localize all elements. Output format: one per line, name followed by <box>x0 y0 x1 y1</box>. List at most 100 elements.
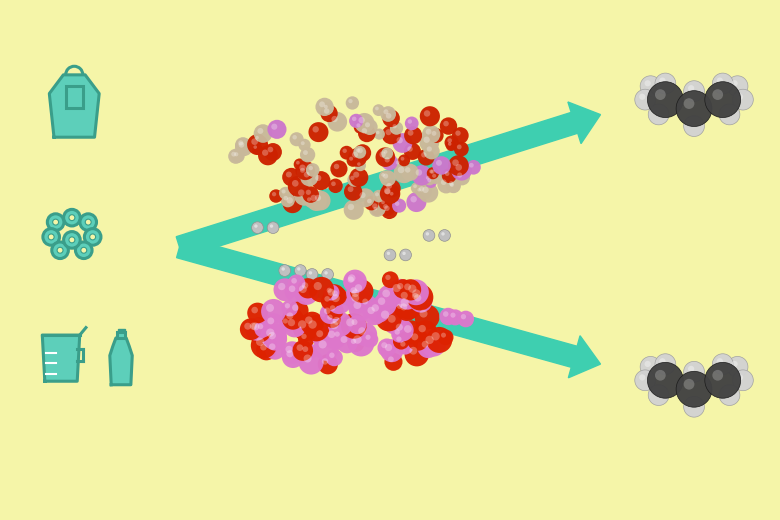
Circle shape <box>425 336 434 344</box>
Circle shape <box>328 331 335 338</box>
Circle shape <box>408 284 417 293</box>
Circle shape <box>688 85 694 92</box>
Circle shape <box>466 160 480 175</box>
Circle shape <box>420 133 439 152</box>
Circle shape <box>331 160 348 177</box>
Circle shape <box>346 289 371 314</box>
Circle shape <box>265 339 285 360</box>
Circle shape <box>262 149 268 156</box>
Circle shape <box>316 330 323 337</box>
Bar <box>117 332 125 338</box>
Circle shape <box>349 296 373 321</box>
Circle shape <box>420 309 427 318</box>
Circle shape <box>416 169 422 176</box>
Circle shape <box>282 168 300 186</box>
Circle shape <box>375 192 379 197</box>
Circle shape <box>315 194 321 201</box>
Circle shape <box>373 104 385 116</box>
Circle shape <box>640 76 661 97</box>
Circle shape <box>356 188 374 207</box>
Circle shape <box>353 146 366 159</box>
Circle shape <box>676 90 712 126</box>
Circle shape <box>411 333 418 340</box>
Circle shape <box>404 126 422 145</box>
Circle shape <box>653 108 659 114</box>
Circle shape <box>347 173 361 187</box>
Circle shape <box>379 151 386 158</box>
Circle shape <box>366 335 370 340</box>
Circle shape <box>425 176 437 188</box>
Circle shape <box>269 343 275 350</box>
Circle shape <box>298 189 304 196</box>
Circle shape <box>268 317 275 324</box>
Circle shape <box>308 122 328 142</box>
Circle shape <box>404 283 411 290</box>
Circle shape <box>352 319 357 325</box>
Circle shape <box>396 336 402 342</box>
Circle shape <box>362 298 368 304</box>
Circle shape <box>292 315 319 341</box>
Circle shape <box>380 201 395 216</box>
Circle shape <box>282 267 285 271</box>
Circle shape <box>644 361 651 367</box>
Circle shape <box>299 349 324 374</box>
Circle shape <box>393 279 413 298</box>
Circle shape <box>314 335 339 361</box>
Circle shape <box>456 164 462 171</box>
Circle shape <box>254 124 272 143</box>
Circle shape <box>317 354 338 374</box>
Circle shape <box>247 303 268 323</box>
Circle shape <box>410 347 417 355</box>
Circle shape <box>64 231 80 248</box>
Circle shape <box>443 121 448 126</box>
Circle shape <box>332 328 348 345</box>
Circle shape <box>406 192 427 212</box>
Circle shape <box>306 190 311 195</box>
Circle shape <box>268 120 286 139</box>
Circle shape <box>712 73 733 94</box>
Circle shape <box>400 342 406 347</box>
Circle shape <box>299 285 307 293</box>
Circle shape <box>353 335 362 344</box>
Circle shape <box>340 146 353 160</box>
Circle shape <box>292 135 297 139</box>
Circle shape <box>90 234 96 240</box>
Circle shape <box>348 148 367 167</box>
Circle shape <box>296 344 303 351</box>
Circle shape <box>318 340 327 348</box>
Circle shape <box>382 290 390 297</box>
Circle shape <box>311 191 331 211</box>
Circle shape <box>320 303 340 324</box>
Circle shape <box>414 320 437 343</box>
Circle shape <box>449 181 454 186</box>
Circle shape <box>388 356 394 362</box>
Circle shape <box>292 340 313 361</box>
Circle shape <box>297 267 300 271</box>
Circle shape <box>719 104 740 125</box>
Circle shape <box>343 269 367 293</box>
Circle shape <box>266 329 275 337</box>
Circle shape <box>381 202 398 219</box>
Circle shape <box>344 183 362 201</box>
Circle shape <box>272 192 276 197</box>
Circle shape <box>283 314 307 337</box>
Circle shape <box>315 175 321 181</box>
Circle shape <box>452 160 472 180</box>
Circle shape <box>279 315 296 332</box>
Circle shape <box>328 315 332 320</box>
Circle shape <box>421 152 427 158</box>
Circle shape <box>390 122 403 135</box>
Circle shape <box>274 278 296 301</box>
Circle shape <box>427 147 432 152</box>
Circle shape <box>448 138 452 143</box>
Circle shape <box>385 129 392 135</box>
Circle shape <box>270 224 273 228</box>
Circle shape <box>422 125 440 144</box>
Circle shape <box>411 182 423 194</box>
Circle shape <box>309 166 313 170</box>
Circle shape <box>644 80 651 86</box>
Circle shape <box>282 318 288 323</box>
Circle shape <box>727 356 748 377</box>
Circle shape <box>401 292 408 299</box>
Circle shape <box>392 124 397 128</box>
